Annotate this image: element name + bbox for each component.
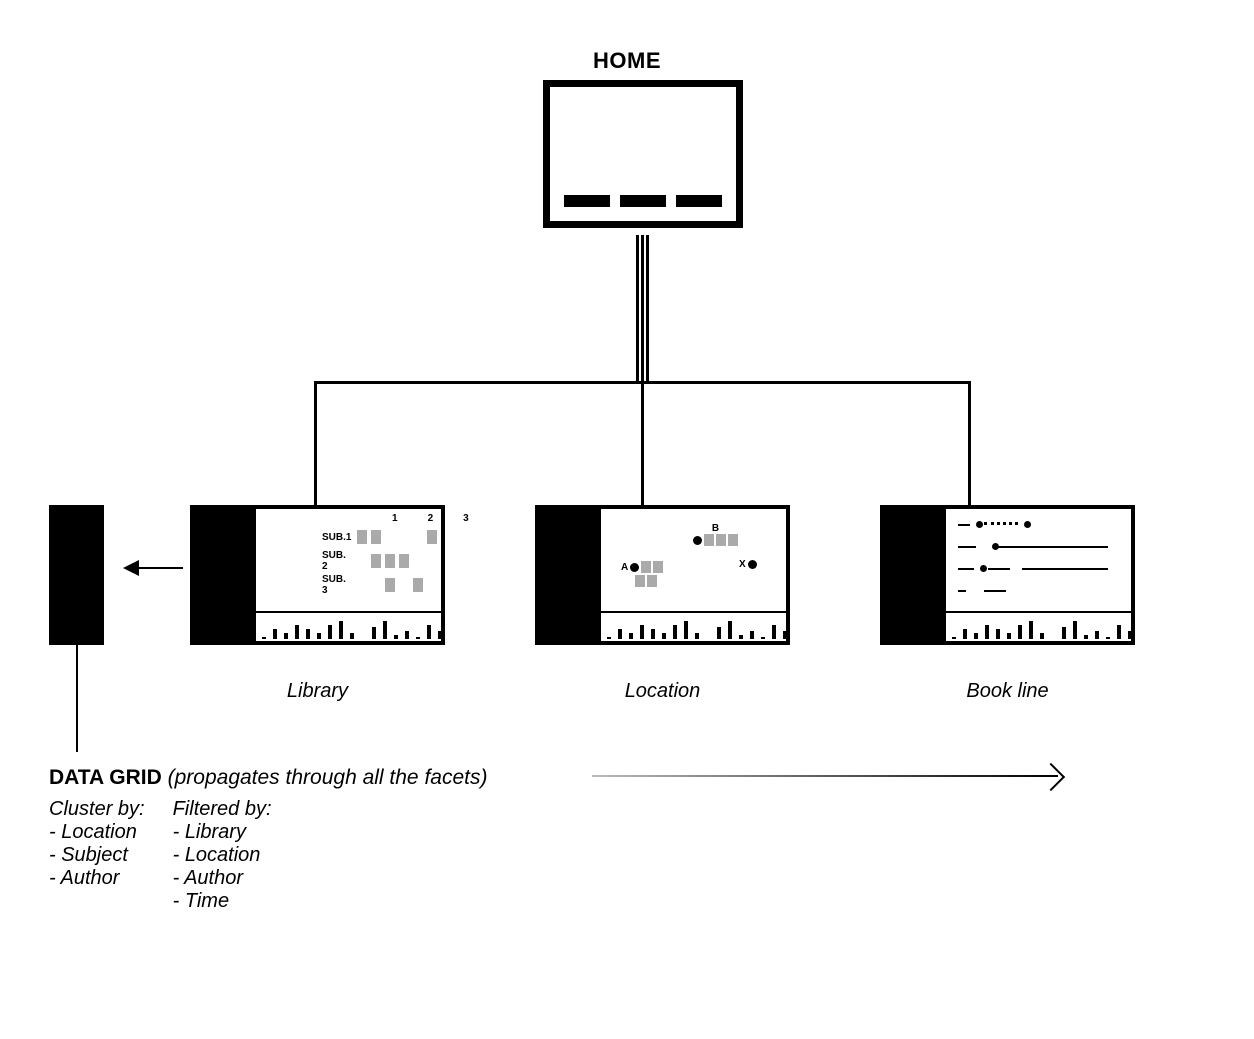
library-grid: 123 SUB.1SUB. 2SUB. 3 bbox=[322, 513, 437, 596]
home-title: HOME bbox=[0, 48, 1254, 74]
filter-item: - Library bbox=[173, 821, 272, 844]
panel-location: ABX bbox=[535, 505, 790, 645]
panel-label-bookline: Book line bbox=[880, 680, 1135, 703]
panel-timeline bbox=[601, 611, 786, 641]
panel-sidebar bbox=[884, 509, 946, 641]
filter-item: - Time bbox=[173, 890, 272, 913]
filter-list: Filtered by: - Library - Location - Auth… bbox=[173, 798, 272, 913]
cluster-item: - Author bbox=[49, 867, 145, 890]
panel-sidebar bbox=[539, 509, 601, 641]
panel-bookline bbox=[880, 505, 1135, 645]
panel-timeline bbox=[946, 611, 1131, 641]
data-grid-columns: Cluster by: - Location - Subject - Autho… bbox=[49, 798, 272, 913]
data-grid-connector bbox=[76, 644, 78, 752]
home-bar bbox=[564, 195, 610, 207]
panel-label-library: Library bbox=[190, 680, 445, 703]
location-content: ABX bbox=[601, 509, 786, 611]
cluster-item: - Location bbox=[49, 821, 145, 844]
home-bar bbox=[620, 195, 666, 207]
panel-library: 123 SUB.1SUB. 2SUB. 3 bbox=[190, 505, 445, 645]
filter-item: - Location bbox=[173, 844, 272, 867]
home-box bbox=[543, 80, 743, 228]
arrow-to-data-grid bbox=[125, 567, 183, 569]
panel-label-location: Location bbox=[535, 680, 790, 703]
cluster-item: - Subject bbox=[49, 844, 145, 867]
cluster-list: Cluster by: - Location - Subject - Autho… bbox=[49, 798, 145, 913]
panel-sidebar bbox=[194, 509, 256, 641]
cluster-label: Cluster by: bbox=[49, 798, 145, 821]
filter-item: - Author bbox=[173, 867, 272, 890]
diagram-root: HOME 123 SUB.1SUB. 2SUB. 3 Library ABX L… bbox=[0, 0, 1254, 1039]
home-bars bbox=[564, 195, 722, 207]
filter-label: Filtered by: bbox=[173, 798, 272, 821]
home-bar bbox=[676, 195, 722, 207]
propagation-arrow bbox=[592, 775, 1058, 777]
data-grid-heading: DATA GRID (propagates through all the fa… bbox=[49, 766, 487, 790]
data-grid-box bbox=[49, 505, 104, 645]
bookline-content bbox=[954, 517, 1123, 611]
panel-timeline bbox=[256, 611, 441, 641]
data-grid-heading-bold: DATA GRID bbox=[49, 766, 162, 789]
data-grid-heading-ital: (propagates through all the facets) bbox=[168, 766, 488, 789]
